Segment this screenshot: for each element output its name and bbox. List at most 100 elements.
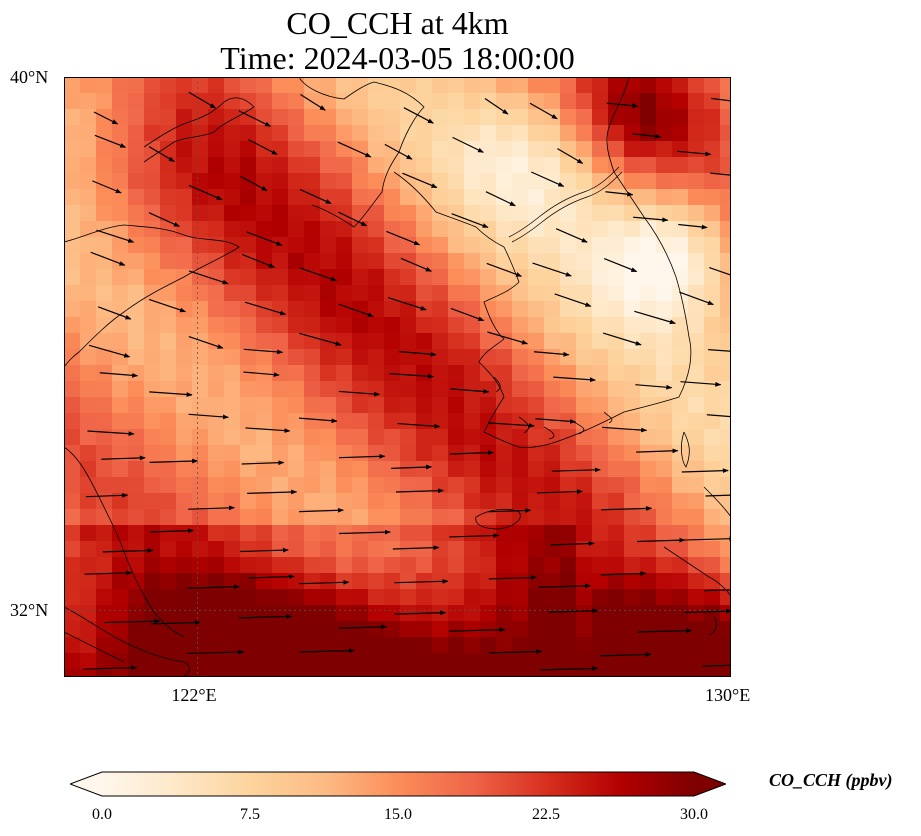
wind-vector — [557, 148, 584, 164]
lon-tick-label-122: 122°E — [171, 685, 217, 705]
wind-vector — [680, 381, 722, 387]
wind-vector — [150, 620, 201, 625]
wind-vector — [636, 448, 679, 454]
wind-vector — [240, 175, 268, 192]
map-panel — [64, 77, 731, 677]
wind-vector — [149, 391, 193, 397]
wind-vector — [635, 384, 673, 390]
wind-vector — [94, 134, 127, 148]
wind-vector — [533, 351, 570, 357]
wind-vector — [399, 351, 437, 357]
wind-vector — [681, 468, 729, 474]
wind-vector — [87, 430, 135, 437]
wind-vector — [248, 574, 295, 580]
colorbar-tick-3: 22.5 — [532, 806, 560, 823]
wind-vector — [90, 251, 126, 266]
wind-vector — [188, 184, 223, 201]
wind-vector — [244, 301, 287, 316]
border-nk-china-parallel — [511, 171, 623, 243]
wind-vector — [299, 648, 355, 654]
wind-vector — [530, 171, 565, 187]
coastline-jeju — [475, 508, 521, 530]
wind-vector — [536, 489, 583, 495]
wind-vector — [148, 146, 175, 163]
wind-vector — [449, 533, 500, 539]
wind-vector — [540, 666, 599, 671]
wind-vector — [603, 258, 638, 273]
wind-vector — [684, 608, 731, 614]
wind-vector — [705, 494, 731, 497]
wind-vector — [241, 460, 285, 466]
wind-vector — [238, 614, 293, 619]
wind-vector — [449, 627, 506, 633]
wind-vector — [400, 257, 432, 272]
coastline-yangtze — [64, 606, 190, 677]
wind-vector — [300, 94, 326, 111]
wind-vector — [187, 584, 241, 590]
wind-vector — [104, 618, 161, 624]
wind-vector — [637, 537, 686, 543]
wind-vector — [602, 426, 648, 433]
wind-vector — [245, 427, 291, 433]
wind-vector — [149, 458, 199, 464]
colorbar-tick-0: 0.0 — [92, 806, 112, 823]
wind-vector — [634, 310, 676, 325]
wind-vector — [338, 453, 386, 459]
wind-vector — [679, 291, 714, 306]
wind-vector — [99, 372, 139, 378]
wind-vector — [402, 172, 438, 189]
wind-vector — [394, 610, 447, 616]
colorbar-extend-max — [694, 772, 726, 796]
wind-vector — [550, 541, 595, 546]
wind-vector — [186, 649, 245, 655]
wind-vector — [678, 223, 708, 230]
wind-vector — [601, 506, 653, 511]
wind-vector — [484, 97, 509, 115]
map-canvas — [64, 77, 731, 677]
wind-vector — [188, 413, 229, 420]
wind-vector — [102, 548, 154, 553]
border-nk-china — [508, 166, 620, 238]
wind-vector — [397, 422, 441, 429]
wind-vectors — [82, 91, 731, 671]
wind-vector — [338, 624, 388, 630]
coastline-shandong — [64, 224, 240, 368]
wind-vector — [148, 212, 180, 227]
wind-vector — [708, 349, 731, 352]
coastline-jiangsu — [64, 446, 185, 638]
wind-vector — [487, 331, 528, 345]
wind-vector — [338, 303, 374, 317]
wind-vector — [488, 649, 543, 654]
coastline-korea-west — [393, 171, 565, 448]
wind-vector — [101, 455, 146, 461]
wind-vector — [188, 91, 217, 109]
map-border — [64, 77, 731, 677]
wind-vector — [96, 229, 135, 243]
wind-vector — [711, 97, 731, 104]
wind-vector — [631, 133, 662, 139]
wind-vector — [450, 307, 485, 322]
lat-tick-label-40: 40°N — [10, 67, 49, 87]
figure-title: CO_CCH at 4km — [286, 5, 509, 41]
wind-vector — [248, 139, 278, 156]
wind-vector — [247, 489, 298, 495]
wind-vector — [706, 414, 731, 418]
wind-vector — [488, 508, 532, 513]
coastline-japan — [663, 431, 731, 636]
wind-vector — [551, 467, 601, 473]
wind-vector — [337, 141, 372, 158]
colorbar-gradient — [102, 772, 694, 796]
wind-vector — [451, 213, 489, 228]
wind-vector — [298, 507, 344, 513]
colorbar — [70, 771, 726, 797]
wind-vector — [243, 348, 284, 355]
wind-vector — [389, 373, 434, 379]
wind-vector — [97, 306, 132, 320]
lon-tick-label-130: 130°E — [705, 685, 751, 705]
wind-vector — [150, 528, 194, 534]
wind-vector — [600, 571, 647, 576]
wind-vector — [395, 488, 444, 494]
wind-vector — [554, 293, 592, 307]
colorbar-tick-2: 15.0 — [384, 806, 412, 823]
wind-vector — [338, 390, 381, 397]
